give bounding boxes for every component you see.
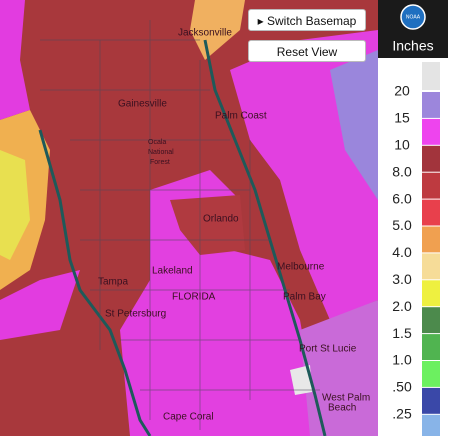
legend-title: Inches (392, 38, 433, 54)
button-label: Reset View (276, 45, 338, 59)
place-label: Palm Coast (215, 111, 267, 122)
place-label: Tampa (98, 277, 128, 288)
county-line (40, 20, 320, 430)
legend-label: 1.5 (392, 325, 412, 341)
ocean-rain (300, 300, 378, 436)
legend-items: 20 15 10 8.0 6.0 5.0 4.0 3.0 2.0 1.5 1.0 .50 .25 (392, 83, 440, 436)
legend-label: .25 (392, 406, 412, 422)
rain-area (0, 0, 30, 120)
legend-swatch (422, 226, 440, 253)
legend-swatch (422, 172, 440, 199)
legend-label: 4.0 (392, 244, 412, 260)
noaa-logo (400, 4, 426, 30)
legend-label: 5.0 (392, 217, 412, 233)
place-label: Lakeland (152, 266, 193, 277)
legend-label: 15 (394, 110, 410, 126)
ocean-rain (330, 50, 378, 200)
legend-label: 3.0 (392, 271, 412, 287)
legend-swatch (422, 118, 440, 145)
rain-area (120, 170, 320, 436)
rain-area (0, 270, 80, 340)
legend-label: 8.0 (392, 163, 412, 179)
legend-swatch (422, 145, 440, 172)
reset-view-button[interactable]: Reset View (248, 40, 366, 62)
legend-label: 10 (394, 137, 410, 153)
legend-label: .50 (392, 379, 412, 395)
logo-text: NOAA (406, 14, 421, 20)
legend-swatch (422, 361, 440, 387)
legend-label: 20 (394, 83, 410, 99)
place-label: St Petersburg (105, 309, 166, 320)
legend-swatch (422, 253, 440, 280)
legend-label: 1.0 (392, 352, 412, 368)
place-label: Ocala (148, 139, 166, 146)
place-label: Port St Lucie (299, 344, 357, 355)
place-label: FLORIDA (172, 292, 216, 303)
rain-area (190, 0, 245, 60)
legend-swatch (422, 280, 440, 307)
switch-basemap-button[interactable]: ▸ Switch Basemap (248, 9, 366, 31)
legend-swatch (422, 387, 440, 414)
legend-swatch (422, 334, 440, 360)
place-label: Beach (328, 403, 356, 414)
rain-area (0, 150, 30, 260)
legend-swatch (422, 307, 440, 334)
legend-label: 2.0 (392, 298, 412, 314)
place-label: Palm Bay (283, 292, 326, 303)
legend-label: 6.0 (392, 190, 412, 206)
place-label: Melbourne (277, 262, 325, 273)
button-label: Switch Basemap (266, 14, 357, 28)
legend-swatch (422, 62, 440, 90)
legend-swatch (422, 199, 440, 226)
place-label: Gainesville (118, 99, 167, 110)
place-label: Cape Coral (163, 412, 214, 423)
place-label: Forest (150, 159, 170, 166)
legend-swatch (422, 92, 440, 118)
place-label: National (148, 149, 174, 156)
rain-area (290, 365, 312, 395)
coastline (38, 129, 152, 436)
place-label: West Palm (322, 393, 370, 404)
place-label: Jacksonville (178, 28, 232, 39)
place-label: Orlando (203, 214, 239, 225)
legend-swatch (422, 414, 440, 436)
